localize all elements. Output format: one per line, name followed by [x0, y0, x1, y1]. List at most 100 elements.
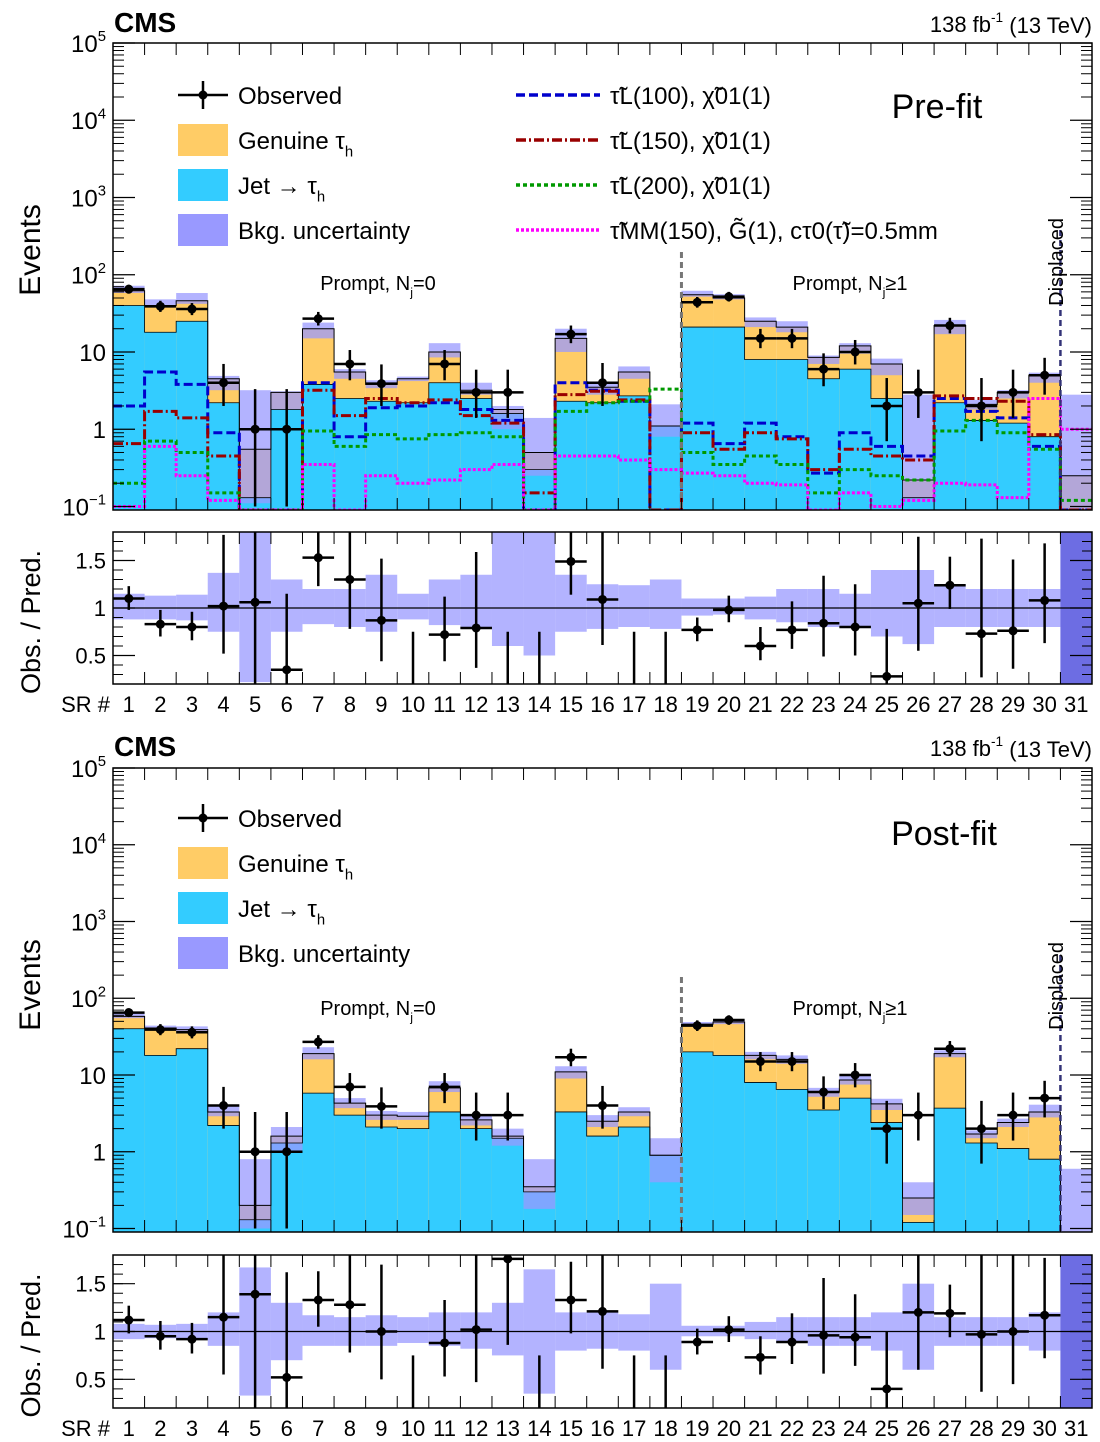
x-category-label: 19	[685, 1416, 709, 1441]
observed-point	[913, 1110, 923, 1120]
x-category-label: 17	[622, 692, 646, 717]
x-category-label: 28	[969, 692, 993, 717]
ratio-unc-band	[397, 1317, 429, 1343]
ratio-point	[440, 1338, 450, 1348]
observed-point	[219, 378, 229, 388]
x-category-label: 6	[281, 1416, 293, 1441]
ratio-point	[282, 665, 292, 675]
observed-point	[124, 1008, 134, 1018]
ratio-point	[282, 1372, 292, 1382]
bar-jet	[744, 359, 777, 510]
bar-jet	[902, 1222, 935, 1232]
legend-jet-swatch	[178, 892, 228, 924]
main-panel-0: 10−1 1 10 102 103 104 105 CMS 138 fb-1 (13 TeV) P…	[14, 7, 1093, 522]
legend-observed-label: Observed	[238, 83, 342, 110]
observed-point	[155, 1025, 165, 1035]
x-category-label: 13	[496, 692, 520, 717]
ratio-point	[155, 1331, 165, 1341]
ratio-point	[503, 1255, 513, 1264]
x-category-label: 22	[780, 692, 804, 717]
x-category-label: 2	[154, 692, 166, 717]
ratio-point	[976, 1329, 986, 1339]
bar-jet	[807, 1109, 840, 1232]
main-panel-1: 10−1 1 10 102 103 104 105 CMS 138 fb-1 (13 TeV) P…	[14, 731, 1093, 1244]
ratio-point	[850, 1332, 860, 1342]
fit-label: Pre-fit	[892, 88, 983, 126]
ratio-point	[755, 1352, 765, 1362]
ratio-point	[1008, 626, 1018, 636]
x-category-label: 21	[748, 692, 772, 717]
observed-point	[250, 1147, 260, 1157]
ratio-point	[598, 594, 607, 604]
observed-point	[755, 333, 765, 343]
bar-jet	[491, 413, 524, 510]
x-category-label: 16	[590, 692, 614, 717]
lumi-label: 138 fb-1 (13 TeV)	[930, 734, 1092, 762]
x-category-label: 3	[186, 1416, 198, 1441]
legend-jet-swatch	[178, 169, 228, 201]
ratio-point	[819, 618, 829, 628]
y-tick-label: 103	[71, 908, 106, 937]
legend-observed-marker	[198, 90, 208, 100]
fit-label: Post-fit	[891, 815, 997, 853]
bar-jet	[776, 359, 808, 510]
x-category-label: 8	[344, 692, 356, 717]
bar-jet	[113, 1028, 145, 1232]
bar-jet	[365, 1127, 398, 1232]
ratio-point	[819, 1330, 829, 1340]
y-tick-label: 10−1	[62, 493, 106, 522]
x-category-label: 24	[843, 692, 867, 717]
ratio-point	[882, 1384, 892, 1394]
ratio-point	[376, 1327, 386, 1336]
x-category-label: 28	[969, 1416, 993, 1441]
ratio-point	[1040, 595, 1050, 605]
x-category-label: 15	[559, 1416, 583, 1441]
legend-unc-label: Bkg. uncertainty	[238, 218, 410, 245]
y-tick-label: 105	[71, 754, 106, 783]
unc-band	[176, 293, 208, 304]
signal-line-4	[113, 396, 1092, 510]
observed-point	[976, 1124, 986, 1134]
y-tick-label: 1	[93, 1140, 106, 1167]
observed-point	[376, 1101, 386, 1111]
observed-point	[1008, 387, 1018, 397]
bar-jet	[523, 469, 556, 510]
ratio-y-axis-label: Obs. / Pred.	[16, 1273, 46, 1417]
bar-jet	[839, 1098, 871, 1232]
ratio-point	[692, 625, 702, 635]
observed-point	[755, 1056, 765, 1066]
observed-point	[187, 304, 197, 314]
ratio-plot-area	[113, 1255, 1092, 1408]
cms-label: CMS	[114, 731, 176, 762]
bar-jet	[397, 402, 429, 510]
x-category-label: 27	[938, 692, 962, 717]
bar-jet	[491, 1138, 524, 1232]
observed-point	[787, 333, 797, 343]
x-category-label: 10	[401, 692, 425, 717]
y-tick-label: 10−1	[62, 1215, 106, 1244]
observed-point	[471, 387, 481, 397]
ratio-point	[755, 641, 765, 651]
x-category-label: 20	[717, 692, 741, 717]
unc-band	[523, 1159, 556, 1209]
unc-band	[1060, 1168, 1092, 1232]
plot-area	[113, 285, 1092, 510]
observed-point	[787, 1056, 797, 1066]
ratio-unc-band	[744, 1321, 777, 1340]
ratio-point	[187, 622, 197, 632]
bar-jet	[649, 426, 682, 510]
ratio-point	[787, 625, 797, 635]
legend-sigMM-label: τ̃MM(150), G̃(1), cτ0(τ̃)=0.5mm	[610, 218, 938, 245]
ratio-point	[692, 1337, 702, 1347]
bar-jet	[618, 1127, 650, 1232]
x-category-label: 11	[433, 692, 456, 717]
lumi-label: 138 fb-1 (13 TeV)	[930, 10, 1092, 38]
observed-point	[440, 359, 450, 369]
bar-jet	[1028, 1159, 1061, 1232]
x-category-label: 16	[590, 1416, 614, 1441]
bar-jet	[839, 369, 871, 510]
ratio-unc-band	[681, 598, 714, 616]
